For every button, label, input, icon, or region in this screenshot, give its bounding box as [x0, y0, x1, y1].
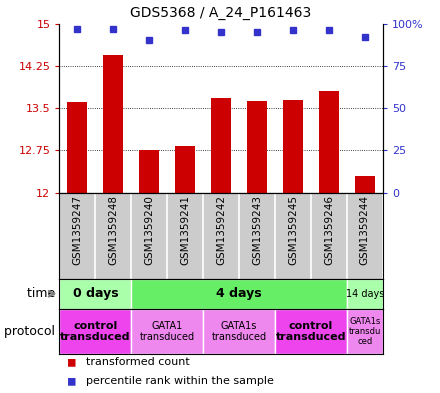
Bar: [247, 101, 267, 193]
Bar: [347, 279, 383, 309]
Bar: [131, 309, 203, 354]
Text: transformed count: transformed count: [86, 356, 190, 367]
Bar: [175, 146, 195, 193]
Text: time: time: [27, 287, 59, 300]
Text: GSM1359241: GSM1359241: [180, 195, 190, 265]
Text: GSM1359247: GSM1359247: [72, 195, 82, 265]
Bar: [103, 55, 123, 193]
Bar: [211, 98, 231, 193]
Bar: [347, 309, 383, 354]
Text: GSM1359245: GSM1359245: [288, 195, 298, 265]
Bar: [283, 99, 303, 193]
Text: GATA1s
transduced: GATA1s transduced: [212, 321, 267, 342]
Text: GSM1359246: GSM1359246: [324, 195, 334, 265]
Bar: [67, 103, 87, 193]
Text: 0 days: 0 days: [73, 287, 118, 300]
Bar: [59, 279, 131, 309]
Text: GATA1s
transdu
ced: GATA1s transdu ced: [348, 316, 381, 346]
Text: ■: ■: [68, 355, 76, 368]
Title: GDS5368 / A_24_P161463: GDS5368 / A_24_P161463: [131, 6, 312, 20]
Text: control
transduced: control transduced: [60, 321, 131, 342]
Text: GSM1359243: GSM1359243: [252, 195, 262, 265]
Text: control
transduced: control transduced: [276, 321, 346, 342]
Text: percentile rank within the sample: percentile rank within the sample: [86, 376, 274, 386]
Bar: [275, 309, 347, 354]
Text: GATA1
transduced: GATA1 transduced: [139, 321, 195, 342]
Bar: [203, 309, 275, 354]
Bar: [355, 176, 375, 193]
Text: GSM1359242: GSM1359242: [216, 195, 226, 265]
Text: GSM1359248: GSM1359248: [108, 195, 118, 265]
Text: 14 days: 14 days: [346, 289, 384, 299]
Text: 4 days: 4 days: [216, 287, 262, 300]
Text: ■: ■: [68, 375, 76, 388]
Bar: [319, 91, 339, 193]
Bar: [139, 150, 159, 193]
Text: protocol: protocol: [4, 325, 59, 338]
Bar: [131, 279, 347, 309]
Bar: [59, 309, 131, 354]
Text: GSM1359244: GSM1359244: [360, 195, 370, 265]
Text: GSM1359240: GSM1359240: [144, 195, 154, 265]
